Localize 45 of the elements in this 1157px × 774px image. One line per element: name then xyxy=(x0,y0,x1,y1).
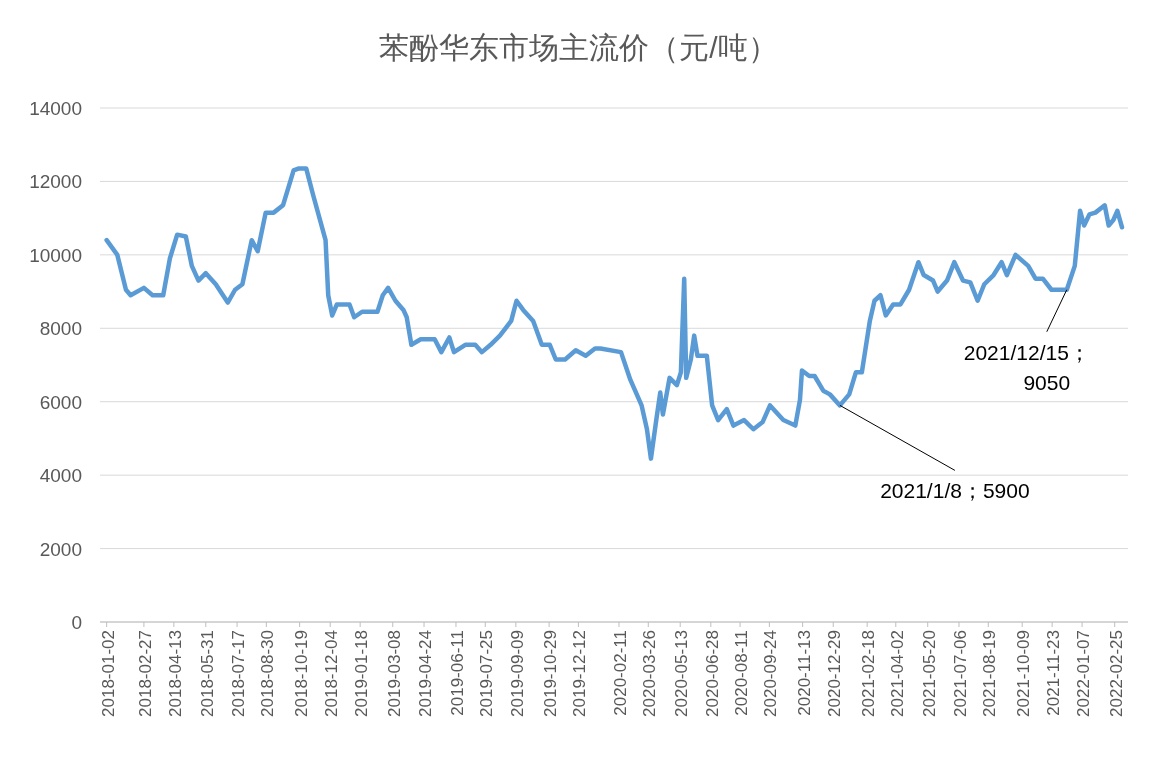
x-tick-label: 2020-03-26 xyxy=(640,630,660,717)
chart-title: 苯酚华东市场主流价（元/吨） xyxy=(379,31,778,64)
x-tick-label: 2021-04-02 xyxy=(887,630,907,717)
x-tick-label: 2021-02-18 xyxy=(859,630,879,717)
x-tick-label: 2021-05-20 xyxy=(919,630,939,717)
y-tick-label: 10000 xyxy=(29,244,82,266)
x-tick-label: 2018-12-04 xyxy=(322,630,342,717)
x-tick-label: 2021-07-06 xyxy=(951,630,970,717)
x-tick-label: 2018-02-27 xyxy=(135,630,155,717)
line-series xyxy=(104,166,1125,461)
x-tick-label: 2020-12-29 xyxy=(825,630,845,717)
y-tick-label: 2000 xyxy=(39,538,82,560)
annotation: 2021/12/15； 9050 xyxy=(963,340,1090,394)
annotation: 2021/1/8；5900 xyxy=(880,479,1030,503)
x-tick-label: 2021-10-09 xyxy=(1014,630,1034,717)
x-tick-label: 2022-01-07 xyxy=(1074,630,1094,717)
x-tick-label: 2018-10-19 xyxy=(291,630,311,717)
x-tick-label: 2019-12-12 xyxy=(570,630,590,717)
x-tick-label: 2020-09-24 xyxy=(761,630,781,717)
x-tick-label: 2019-07-25 xyxy=(477,630,497,717)
x-tick-label: 2019-06-11 xyxy=(447,630,467,716)
x-tick-label: 2018-07-17 xyxy=(229,630,249,717)
y-tick-label: 0 xyxy=(71,612,82,633)
x-tick-label: 2020-11-13 xyxy=(794,630,814,716)
x-tick-label: 2018-05-31 xyxy=(197,630,217,717)
x-tick-label: 2019-04-24 xyxy=(416,630,436,717)
y-tick-label: 14000 xyxy=(29,98,82,119)
x-tick-label: 2019-10-29 xyxy=(541,630,561,717)
x-tick-label: 2018-08-30 xyxy=(258,630,278,717)
x-tick-label: 2022-02-25 xyxy=(1106,630,1126,717)
x-tick-label: 2021-11-23 xyxy=(1044,630,1064,716)
y-tick-label: 8000 xyxy=(39,318,82,340)
y-tick-label: 12000 xyxy=(29,171,82,193)
x-tick-label: 2019-03-08 xyxy=(384,630,404,717)
y-tick-label: 6000 xyxy=(39,391,82,413)
x-tick-label: 2018-04-13 xyxy=(165,630,185,717)
x-tick-label: 2018-01-02 xyxy=(98,630,118,717)
x-tick-label: 2019-01-18 xyxy=(352,630,372,717)
x-tick-label: 2020-05-13 xyxy=(672,630,692,717)
x-tick-label: 2020-08-11 xyxy=(732,630,752,716)
x-tick-label: 2021-08-19 xyxy=(980,630,1000,717)
x-tick-label: 2019-09-09 xyxy=(507,630,527,717)
y-tick-label: 4000 xyxy=(39,465,82,487)
x-tick-label: 2020-06-28 xyxy=(702,630,722,717)
x-tick-label: 2020-02-11 xyxy=(610,630,630,716)
